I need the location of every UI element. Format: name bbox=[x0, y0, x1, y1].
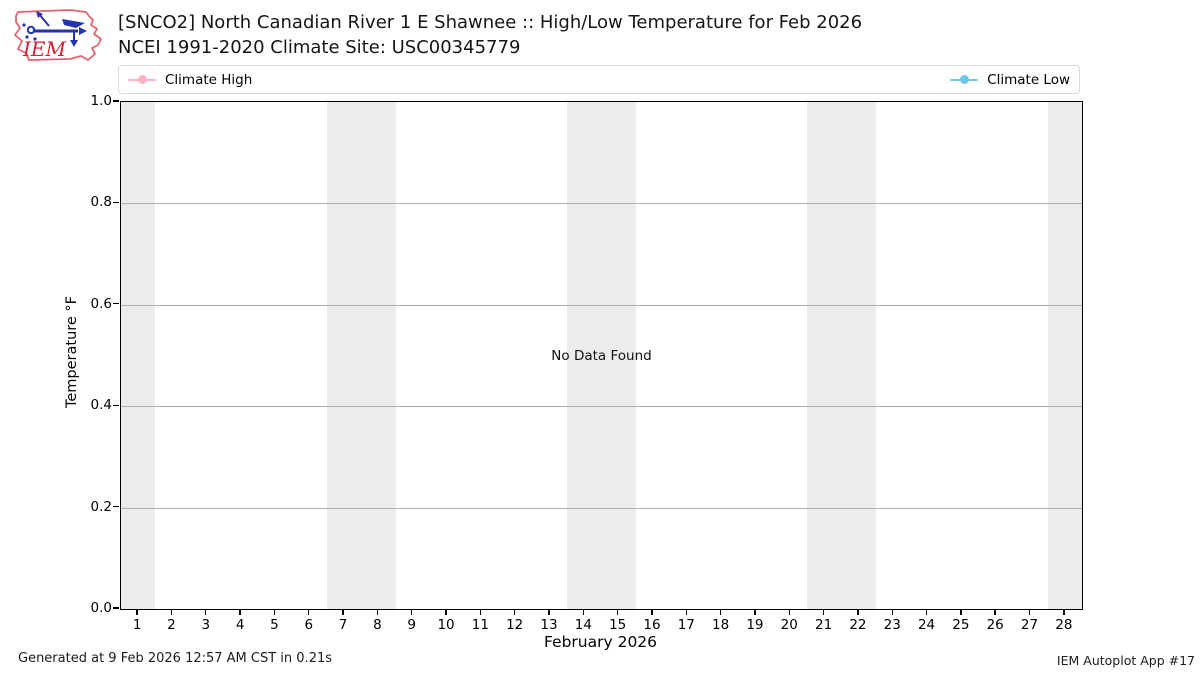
generated-timestamp: Generated at 9 Feb 2026 12:57 AM CST in … bbox=[18, 651, 333, 666]
chart-title: [SNCO2] North Canadian River 1 E Shawnee… bbox=[118, 12, 863, 33]
gridline bbox=[121, 203, 1082, 205]
x-tick-mark bbox=[411, 609, 413, 615]
x-tick-label: 2 bbox=[167, 617, 176, 633]
y-axis-label: Temperature °F bbox=[64, 295, 80, 409]
y-tick-label: 0.4 bbox=[90, 397, 112, 414]
x-tick-label: 28 bbox=[1055, 617, 1073, 633]
x-tick-label: 13 bbox=[540, 617, 558, 633]
x-tick-mark bbox=[857, 609, 859, 615]
x-tick-mark bbox=[719, 609, 722, 615]
y-tick-label: 0.6 bbox=[90, 295, 112, 312]
x-tick-label: 22 bbox=[849, 617, 867, 633]
x-tick-label: 11 bbox=[471, 617, 489, 633]
legend-label-climate-high: Climate High bbox=[165, 71, 253, 88]
x-tick-mark bbox=[685, 609, 687, 615]
no-data-message: No Data Found bbox=[551, 347, 652, 364]
x-tick-label: 26 bbox=[986, 617, 1004, 633]
x-tick-mark bbox=[273, 609, 276, 615]
y-tick-label: 0.8 bbox=[90, 194, 112, 211]
x-tick-label: 17 bbox=[677, 617, 695, 633]
weekend-shading-band bbox=[1047, 102, 1082, 609]
x-axis-label: February 2026 bbox=[543, 633, 658, 651]
x-tick-mark bbox=[788, 609, 790, 615]
x-tick-mark bbox=[651, 609, 653, 615]
y-tick-mark bbox=[113, 404, 119, 406]
x-tick-label: 15 bbox=[609, 617, 627, 633]
x-tick-label: 19 bbox=[746, 617, 764, 633]
x-tick-mark bbox=[582, 609, 585, 615]
x-tick-label: 1 bbox=[132, 617, 142, 633]
x-tick-mark bbox=[479, 609, 482, 615]
gridline bbox=[121, 406, 1082, 408]
y-tick-mark bbox=[113, 607, 119, 609]
x-tick-mark bbox=[1028, 609, 1031, 615]
legend-item-climate-low: Climate Low bbox=[950, 72, 1070, 88]
y-tick-label: 1.0 bbox=[90, 93, 112, 109]
x-tick-mark bbox=[376, 609, 379, 615]
y-tick-label: 0.0 bbox=[90, 600, 112, 616]
x-tick-label: 16 bbox=[643, 617, 661, 633]
x-tick-label: 3 bbox=[201, 617, 211, 633]
weekend-shading-band bbox=[807, 102, 877, 609]
x-tick-label: 9 bbox=[407, 617, 417, 633]
x-tick-label: 14 bbox=[574, 617, 592, 633]
gridline bbox=[121, 304, 1082, 306]
x-tick-mark bbox=[616, 609, 619, 615]
x-tick-label: 25 bbox=[952, 617, 970, 633]
y-tick-mark bbox=[113, 303, 119, 305]
plot-area: No Data Found bbox=[120, 101, 1083, 610]
iem-logo: IEM bbox=[14, 9, 102, 61]
gridline bbox=[121, 507, 1082, 509]
app-credit: IEM Autoplot App #17 bbox=[1056, 653, 1195, 668]
x-tick-label: 23 bbox=[883, 617, 901, 633]
x-tick-mark bbox=[239, 609, 241, 615]
legend-item-climate-high: Climate High bbox=[128, 72, 252, 88]
x-tick-label: 18 bbox=[712, 617, 730, 633]
x-tick-mark bbox=[445, 609, 447, 615]
x-tick-label: 20 bbox=[780, 617, 798, 633]
x-tick-label: 7 bbox=[338, 617, 348, 633]
x-tick-label: 10 bbox=[437, 617, 455, 633]
x-tick-mark bbox=[994, 609, 996, 615]
x-tick-mark bbox=[548, 609, 550, 615]
x-tick-mark bbox=[822, 609, 825, 615]
y-tick-label: 0.2 bbox=[90, 498, 112, 515]
x-tick-mark bbox=[754, 609, 756, 615]
legend-label-climate-low: Climate Low bbox=[987, 71, 1070, 88]
x-tick-label: 12 bbox=[506, 617, 524, 633]
x-tick-label: 4 bbox=[235, 617, 245, 633]
x-tick-label: 6 bbox=[304, 617, 314, 633]
weekend-shading-band bbox=[326, 102, 396, 609]
iem-logo-text: IEM bbox=[22, 37, 67, 61]
x-tick-label: 21 bbox=[814, 617, 833, 633]
x-tick-mark bbox=[513, 609, 516, 615]
y-tick-mark bbox=[113, 100, 119, 102]
weekend-shading-band bbox=[567, 102, 636, 609]
x-tick-mark bbox=[891, 609, 893, 615]
climate-high-marker-icon bbox=[128, 75, 156, 85]
x-tick-label: 8 bbox=[373, 617, 382, 633]
x-tick-mark bbox=[205, 609, 207, 615]
x-tick-mark bbox=[136, 609, 138, 615]
weekend-shading-band bbox=[121, 102, 156, 609]
x-tick-mark bbox=[925, 609, 928, 615]
y-tick-mark bbox=[113, 201, 119, 204]
x-tick-label: 5 bbox=[270, 617, 279, 633]
x-tick-label: 27 bbox=[1020, 617, 1039, 633]
x-tick-mark bbox=[308, 609, 310, 615]
legend: Climate High Climate Low bbox=[118, 65, 1080, 94]
climate-low-marker-icon bbox=[950, 75, 979, 85]
plot-canvas bbox=[121, 102, 1082, 609]
chart-subtitle: NCEI 1991-2020 Climate Site: USC00345779 bbox=[118, 37, 521, 58]
x-tick-mark bbox=[170, 609, 173, 615]
x-tick-mark bbox=[342, 609, 344, 615]
x-tick-mark bbox=[1063, 609, 1065, 615]
x-tick-label: 24 bbox=[917, 617, 936, 633]
x-tick-mark bbox=[960, 609, 962, 615]
y-tick-mark bbox=[113, 505, 119, 508]
weathervane-icon bbox=[22, 11, 87, 47]
